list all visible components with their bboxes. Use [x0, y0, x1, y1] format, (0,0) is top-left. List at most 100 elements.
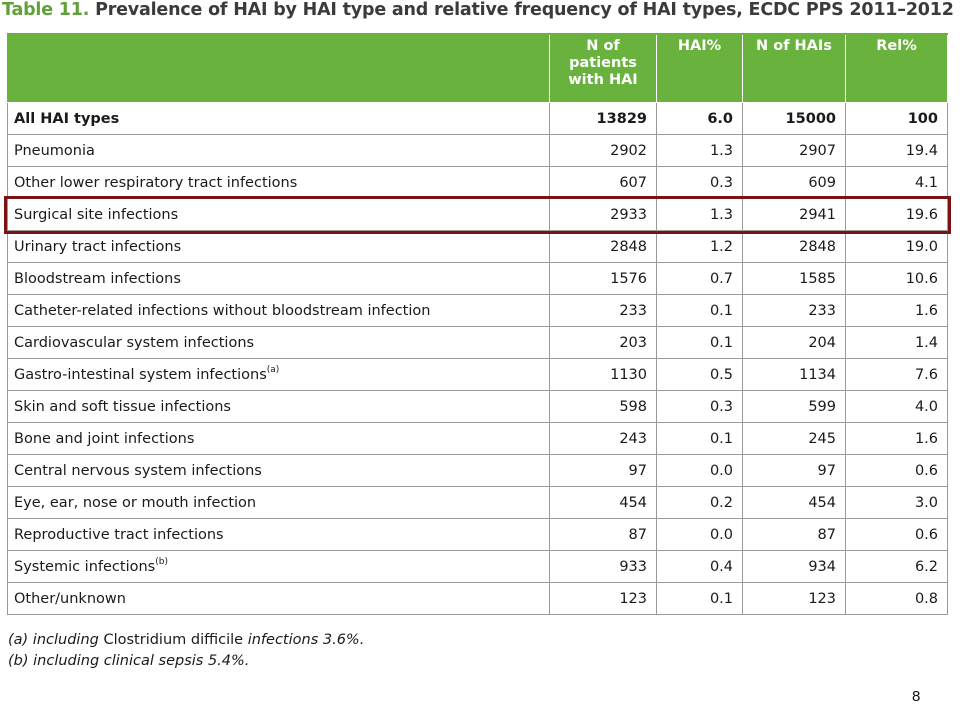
table-row: Bloodstream infections 1576 0.7 1585 10.6 — [7, 262, 948, 295]
cell-rel-pct: 3.0 — [845, 486, 948, 519]
cell-hai-pct: 0.0 — [656, 454, 743, 487]
row-label: Eye, ear, nose or mouth infection — [7, 486, 550, 519]
table-row: Systemic infections(b) 933 0.4 934 6.2 — [7, 550, 948, 583]
cell-n-hais: 2907 — [742, 134, 846, 167]
hai-table: N of patients with HAI HAI% N of HAIs Re… — [7, 33, 948, 615]
cell-rel-pct: 19.0 — [845, 230, 948, 263]
cell-n-patients: 97 — [549, 454, 657, 487]
table-row: Reproductive tract infections 87 0.0 87 0.6 — [7, 518, 948, 551]
cell-rel-pct: 4.0 — [845, 390, 948, 423]
cell-rel-pct: 100 — [845, 102, 948, 135]
row-label: Other/unknown — [7, 582, 550, 615]
cell-n-patients: 2848 — [549, 230, 657, 263]
cell-hai-pct: 1.3 — [656, 134, 743, 167]
row-label: Bone and joint infections — [7, 422, 550, 455]
row-label: Cardiovascular system infections — [7, 326, 550, 359]
cell-n-patients: 87 — [549, 518, 657, 551]
header-n-patients: N of patients with HAI — [549, 33, 657, 103]
table-row: Central nervous system infections 97 0.0 97… — [7, 454, 948, 487]
cell-n-patients: 1130 — [549, 358, 657, 391]
cell-hai-pct: 1.2 — [656, 230, 743, 263]
table-row: Catheter-related infections without bloo… — [7, 294, 948, 327]
table-row: Urinary tract infections 2848 1.2 2848 19.0 — [7, 230, 948, 263]
cell-n-hais: 87 — [742, 518, 846, 551]
cell-n-patients: 2902 — [549, 134, 657, 167]
row-label: Systemic infections(b) — [7, 550, 550, 583]
cell-hai-pct: 0.1 — [656, 294, 743, 327]
cell-hai-pct: 1.3 — [656, 198, 743, 231]
row-label: Gastro-intestinal system infections(a) — [7, 358, 550, 391]
cell-n-patients: 607 — [549, 166, 657, 199]
footnote-a: (a) including Clostridium difficile infe… — [8, 632, 365, 648]
cell-n-hais: 123 — [742, 582, 846, 615]
row-label: Reproductive tract infections — [7, 518, 550, 551]
table-title-text: Prevalence of HAI by HAI type and relati… — [89, 0, 954, 20]
cell-n-hais: 204 — [742, 326, 846, 359]
table-row: Other lower respiratory tract infections… — [7, 166, 948, 199]
cell-hai-pct: 0.4 — [656, 550, 743, 583]
cell-n-hais: 454 — [742, 486, 846, 519]
cell-n-hais: 245 — [742, 422, 846, 455]
table-row: Bone and joint infections 243 0.1 245 1.6 — [7, 422, 948, 455]
cell-n-patients: 123 — [549, 582, 657, 615]
cell-n-patients: 233 — [549, 294, 657, 327]
cell-rel-pct: 0.6 — [845, 454, 948, 487]
row-label: All HAI types — [7, 102, 550, 135]
cell-hai-pct: 0.1 — [656, 326, 743, 359]
header-n-hais: N of HAIs — [742, 33, 846, 103]
cell-n-hais: 15000 — [742, 102, 846, 135]
cell-n-patients: 1576 — [549, 262, 657, 295]
cell-n-hais: 599 — [742, 390, 846, 423]
table-row: Other/unknown 123 0.1 123 0.8 — [7, 582, 948, 615]
cell-rel-pct: 6.2 — [845, 550, 948, 583]
table-row: Pneumonia 2902 1.3 2907 19.4 — [7, 134, 948, 167]
cell-rel-pct: 1.6 — [845, 294, 948, 327]
page-number: 8 — [912, 688, 921, 705]
footnotes: (a) including Clostridium difficile infe… — [8, 630, 364, 672]
cell-n-hais: 1585 — [742, 262, 846, 295]
footnote-b: (b) including clinical sepsis 5.4%. — [8, 653, 250, 669]
cell-n-hais: 97 — [742, 454, 846, 487]
row-label: Urinary tract infections — [7, 230, 550, 263]
cell-n-patients: 203 — [549, 326, 657, 359]
cell-n-patients: 13829 — [549, 102, 657, 135]
row-label: Surgical site infections — [7, 198, 550, 231]
cell-n-hais: 1134 — [742, 358, 846, 391]
row-label: Skin and soft tissue infections — [7, 390, 550, 423]
cell-n-patients: 243 — [549, 422, 657, 455]
cell-n-hais: 609 — [742, 166, 846, 199]
cell-rel-pct: 1.4 — [845, 326, 948, 359]
header-row: N of patients with HAI HAI% N of HAIs Re… — [7, 33, 948, 103]
cell-rel-pct: 0.8 — [845, 582, 948, 615]
table-number: Table 11. — [2, 0, 90, 20]
cell-hai-pct: 0.7 — [656, 262, 743, 295]
cell-hai-pct: 6.0 — [656, 102, 743, 135]
cell-rel-pct: 19.6 — [845, 198, 948, 231]
cell-hai-pct: 0.3 — [656, 390, 743, 423]
cell-rel-pct: 10.6 — [845, 262, 948, 295]
table-row: Gastro-intestinal system infections(a) 11… — [7, 358, 948, 391]
table-row: Surgical site infections 2933 1.3 2941 19.6 — [7, 198, 948, 231]
cell-rel-pct: 4.1 — [845, 166, 948, 199]
cell-rel-pct: 7.6 — [845, 358, 948, 391]
cell-rel-pct: 19.4 — [845, 134, 948, 167]
cell-n-hais: 934 — [742, 550, 846, 583]
table-row: Skin and soft tissue infections 598 0.3 599… — [7, 390, 948, 423]
cell-n-patients: 933 — [549, 550, 657, 583]
cell-hai-pct: 0.0 — [656, 518, 743, 551]
header-label — [7, 33, 550, 103]
row-label: Catheter-related infections without bloo… — [7, 294, 550, 327]
cell-n-hais: 233 — [742, 294, 846, 327]
row-label: Other lower respiratory tract infections — [7, 166, 550, 199]
cell-n-hais: 2941 — [742, 198, 846, 231]
row-label: Bloodstream infections — [7, 262, 550, 295]
cell-n-patients: 2933 — [549, 198, 657, 231]
cell-hai-pct: 0.3 — [656, 166, 743, 199]
header-hai-pct: HAI% — [656, 33, 743, 103]
cell-hai-pct: 0.2 — [656, 486, 743, 519]
table-row: Eye, ear, nose or mouth infection 454 0.2 4… — [7, 486, 948, 519]
row-label: Central nervous system infections — [7, 454, 550, 487]
footnote-marker: (b) — [155, 556, 168, 567]
header-rel-pct: Rel% — [845, 33, 948, 103]
table-title: Table 11. Prevalence of HAI by HAI type … — [2, 0, 960, 20]
